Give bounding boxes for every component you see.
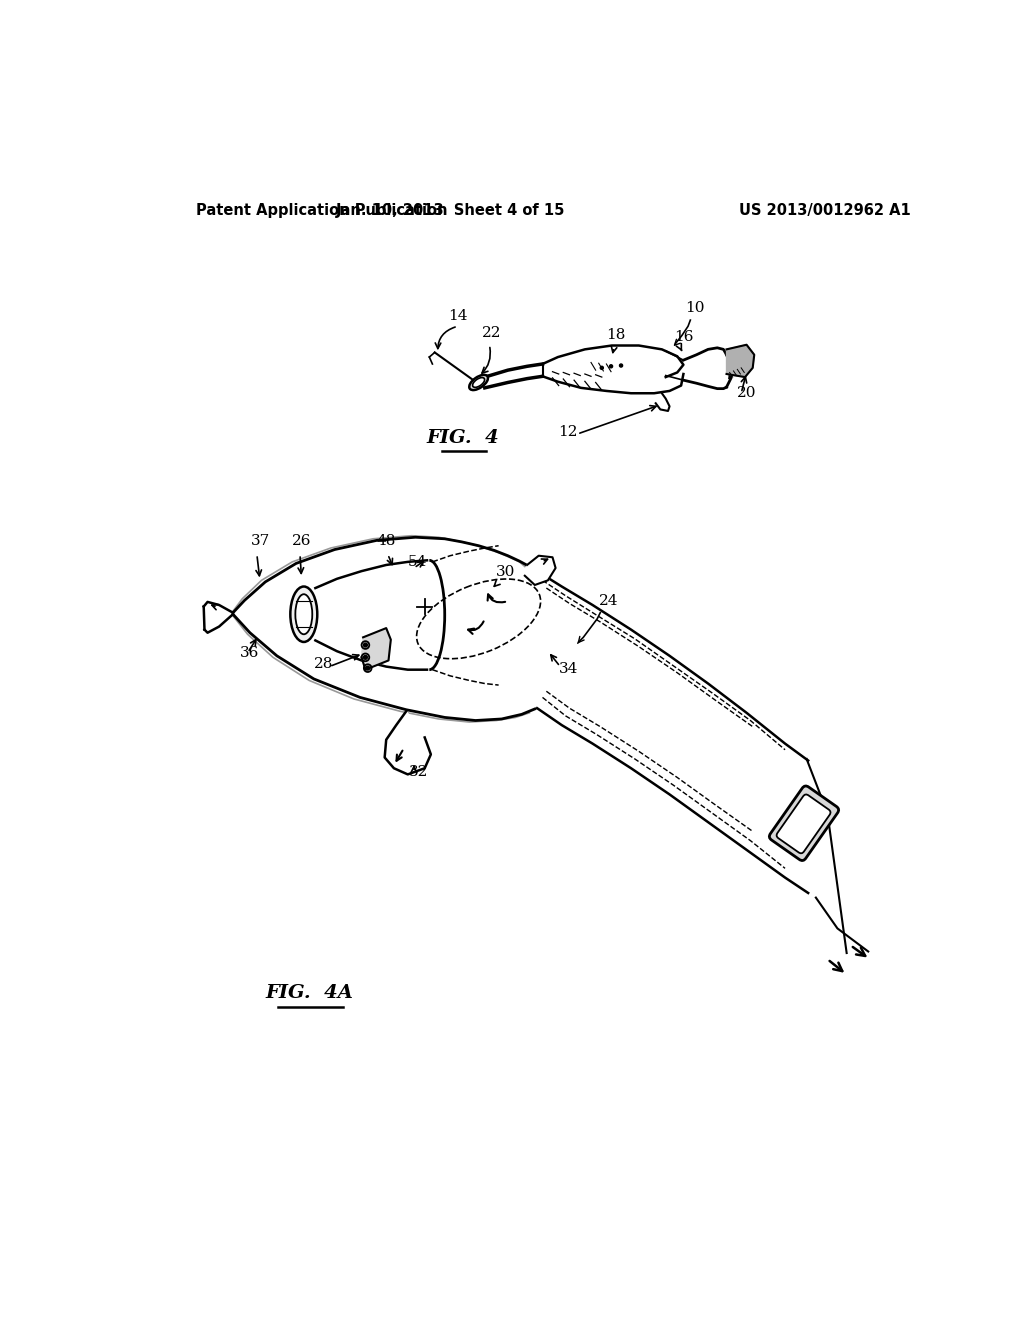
Polygon shape (385, 711, 431, 775)
Text: FIG.  4: FIG. 4 (427, 429, 500, 447)
Circle shape (364, 656, 368, 659)
Ellipse shape (473, 378, 484, 387)
Text: 22: 22 (481, 326, 501, 341)
Text: Jan. 10, 2013  Sheet 4 of 15: Jan. 10, 2013 Sheet 4 of 15 (336, 203, 565, 218)
Text: FIG.  4A: FIG. 4A (265, 983, 353, 1002)
Text: 26: 26 (292, 535, 311, 548)
Ellipse shape (291, 586, 317, 642)
FancyBboxPatch shape (769, 785, 839, 861)
Polygon shape (543, 346, 683, 393)
Circle shape (620, 364, 623, 367)
Text: 34: 34 (559, 661, 579, 676)
Text: 14: 14 (449, 309, 468, 323)
Circle shape (609, 364, 612, 368)
Polygon shape (655, 393, 670, 411)
Text: 12: 12 (558, 425, 578, 438)
Ellipse shape (469, 375, 488, 391)
Circle shape (364, 643, 368, 647)
Text: 10: 10 (685, 301, 705, 315)
Text: 48: 48 (377, 535, 396, 548)
Text: 32: 32 (410, 766, 429, 779)
Text: 20: 20 (737, 385, 757, 400)
Text: Patent Application Publication: Patent Application Publication (196, 203, 447, 218)
Text: 28: 28 (313, 657, 333, 671)
Circle shape (600, 367, 603, 370)
Text: 54: 54 (408, 556, 427, 569)
Ellipse shape (295, 594, 312, 635)
Text: US 2013/0012962 A1: US 2013/0012962 A1 (739, 203, 910, 218)
Circle shape (366, 667, 370, 671)
Text: 30: 30 (497, 565, 516, 578)
Polygon shape (361, 628, 391, 669)
Text: 24: 24 (599, 594, 618, 609)
Text: 37: 37 (251, 535, 270, 548)
Polygon shape (727, 345, 755, 378)
FancyBboxPatch shape (776, 795, 830, 853)
Polygon shape (524, 556, 556, 585)
Text: 36: 36 (240, 647, 259, 660)
Text: 16: 16 (674, 330, 693, 345)
Text: 18: 18 (606, 329, 626, 342)
